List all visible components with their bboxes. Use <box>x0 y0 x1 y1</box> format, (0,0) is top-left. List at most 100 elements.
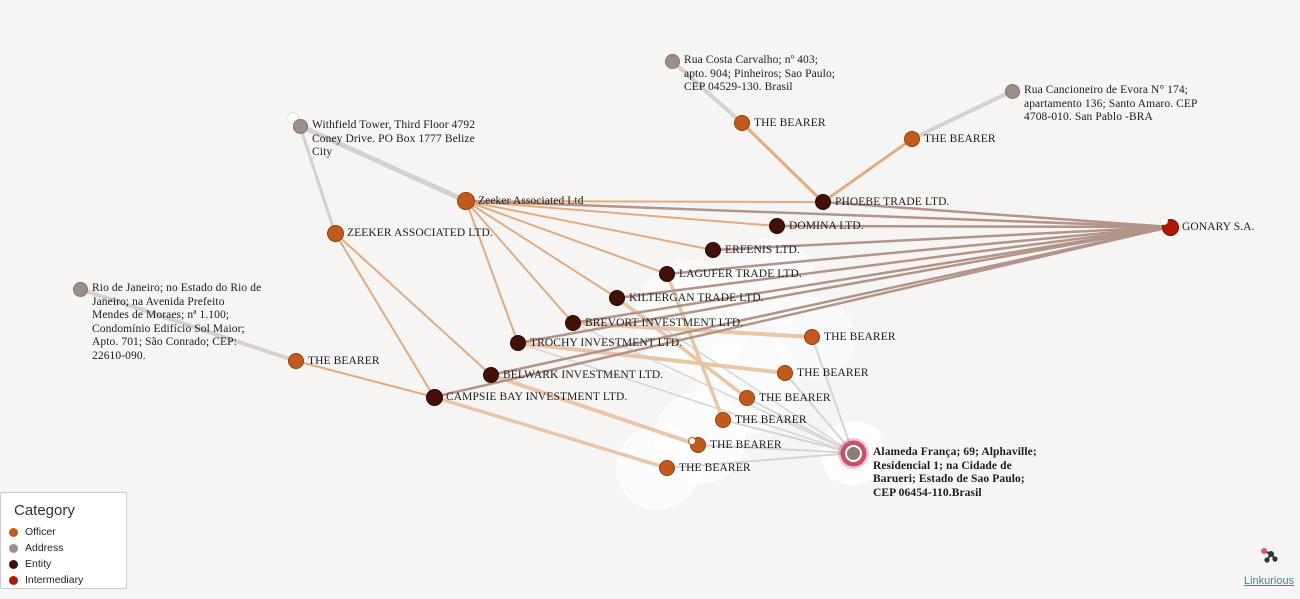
edge-e7-a5 <box>517 342 854 454</box>
node-a3[interactable] <box>292 118 308 134</box>
node-label-e6[interactable]: BREVORT INVESTMENT LTD. <box>585 316 744 329</box>
edge-o2-e1 <box>821 137 914 204</box>
edge-o3-e4 <box>465 200 668 275</box>
edge-a5-o9 <box>722 419 854 454</box>
legend-item-label: Entity <box>25 558 52 570</box>
node-label-o7[interactable]: THE BEARER <box>797 366 869 379</box>
node-label-o10[interactable]: THE BEARER <box>710 438 782 451</box>
node-label-a1[interactable]: Rua Costa Carvalho; nº 403; apto. 904; P… <box>684 54 836 93</box>
edge-o3-e6 <box>465 200 574 324</box>
edge-i1-e9 <box>432 225 1172 399</box>
officer-category-dot-icon <box>9 527 18 537</box>
edge-e6-a5 <box>572 322 854 454</box>
node-a5[interactable] <box>844 444 862 462</box>
node-e6[interactable] <box>565 315 581 331</box>
legend-item-entity: Entity <box>9 558 126 570</box>
node-e1[interactable] <box>815 194 831 210</box>
edge-a4-o5 <box>78 287 298 363</box>
node-a1[interactable] <box>664 53 680 69</box>
legend-items: Officer Address Entity Intermediary <box>1 526 126 586</box>
edge-o3-e3 <box>465 200 714 251</box>
node-e8[interactable] <box>483 367 499 383</box>
node-label-o2[interactable]: THE BEARER <box>924 132 996 145</box>
node-label-e2[interactable]: DOMINA LTD. <box>789 219 864 232</box>
node-o8[interactable] <box>739 390 755 406</box>
legend-item-label: Address <box>25 542 64 554</box>
edge-a2-o2 <box>910 89 1014 141</box>
node-a4[interactable] <box>72 281 88 297</box>
address-category-dot-icon <box>9 543 18 553</box>
node-e7[interactable] <box>510 335 526 351</box>
edge-e9-o11 <box>432 395 669 470</box>
edge-e4-o9 <box>665 272 725 422</box>
node-o3[interactable] <box>457 192 475 210</box>
node-label-o5[interactable]: THE BEARER <box>308 354 380 367</box>
node-label-a5[interactable]: Alameda França; 69; Alphaville; Residenc… <box>873 446 1037 499</box>
edge-a5-o8 <box>746 397 854 454</box>
node-badge-i1b <box>1160 217 1168 225</box>
node-o1[interactable] <box>734 115 750 131</box>
edge-i1-o3 <box>464 199 1172 229</box>
node-label-e3[interactable]: ERFENIS LTD. <box>725 243 800 256</box>
node-label-a2[interactable]: Rua Cancioneiro de Evora N° 174; apartam… <box>1024 84 1198 123</box>
node-o4[interactable] <box>326 224 344 242</box>
node-label-e7[interactable]: TROCHY INVESTMENT LTD. <box>530 336 683 349</box>
edge-a5-o7 <box>784 372 854 454</box>
node-label-o11[interactable]: THE BEARER <box>679 461 751 474</box>
node-e9[interactable] <box>425 388 443 406</box>
edge-o5-e9 <box>295 360 435 398</box>
edge-i1-e5 <box>615 225 1172 300</box>
legend-item-officer: Officer <box>9 526 126 538</box>
node-label-e1[interactable]: PHOEBE TRADE LTD. <box>835 195 950 208</box>
node-a2[interactable] <box>1004 83 1020 99</box>
legend-item-label: Officer <box>25 526 56 538</box>
node-e2[interactable] <box>769 218 785 234</box>
intermediary-category-dot-icon <box>9 575 18 585</box>
node-label-i1[interactable]: GONARY S.A. <box>1182 220 1255 233</box>
node-label-o9[interactable]: THE BEARER <box>735 413 807 426</box>
node-label-e5[interactable]: KILTERGAN TRADE LTD. <box>629 291 764 304</box>
edge-a3-o4 <box>298 124 337 235</box>
edge-a5-o6 <box>811 336 854 454</box>
node-e4[interactable] <box>659 266 675 282</box>
node-o9[interactable] <box>715 412 731 428</box>
node-label-o4[interactable]: ZEEKER ASSOCIATED LTD. <box>347 226 493 239</box>
edge-i1-e1 <box>821 200 1172 229</box>
linkurious-link[interactable]: Linkurious <box>1243 575 1295 587</box>
legend-item-address: Address <box>9 542 126 554</box>
node-label-o3[interactable]: Zeeker Associated Ltd <box>478 194 584 207</box>
node-o2[interactable] <box>904 131 920 147</box>
node-e5[interactable] <box>609 290 625 306</box>
legend-panel: Category Officer Address Entity Intermediar… <box>0 492 127 589</box>
edge-a5-o10 <box>697 444 854 454</box>
node-label-o1[interactable]: THE BEARER <box>754 116 826 129</box>
node-e3[interactable] <box>705 242 721 258</box>
edge-e5-o8 <box>615 296 749 400</box>
node-o6[interactable] <box>804 329 820 345</box>
node-o7[interactable] <box>777 365 793 381</box>
node-label-a4[interactable]: Rio de Janeiro; no Estado do Rio de Jane… <box>92 282 262 362</box>
edge-i1-e7 <box>516 225 1172 345</box>
edge-e7-o7 <box>516 341 787 375</box>
node-label-o6[interactable]: THE BEARER <box>824 330 896 343</box>
node-o11[interactable] <box>659 460 675 476</box>
edge-o3-e2 <box>465 200 778 227</box>
node-o5[interactable] <box>288 353 304 369</box>
edge-o3-e5 <box>465 200 618 299</box>
node-label-e8[interactable]: BELWARK INVESTMENT LTD. <box>503 368 664 381</box>
edge-i1-e2 <box>775 224 1172 229</box>
legend-title: Category <box>14 502 75 519</box>
legend-item-intermediary: Intermediary <box>9 574 126 586</box>
edge-a3-o3 <box>297 123 469 204</box>
edge-e8-o10 <box>489 373 700 447</box>
node-label-e4[interactable]: LAGUFER TRADE LTD. <box>679 267 802 280</box>
node-label-a3[interactable]: Withfield Tower, Third Floor 4792 Coney … <box>312 119 476 158</box>
branding: Linkurious <box>1238 546 1300 589</box>
node-label-o8[interactable]: THE BEARER <box>759 391 831 404</box>
node-label-e9[interactable]: CAMPSIE BAY INVESTMENT LTD. <box>446 390 628 403</box>
graph-logo-icon <box>1261 548 1278 563</box>
edge-a1-o1 <box>670 59 744 125</box>
edge-i1-e4 <box>665 225 1172 276</box>
